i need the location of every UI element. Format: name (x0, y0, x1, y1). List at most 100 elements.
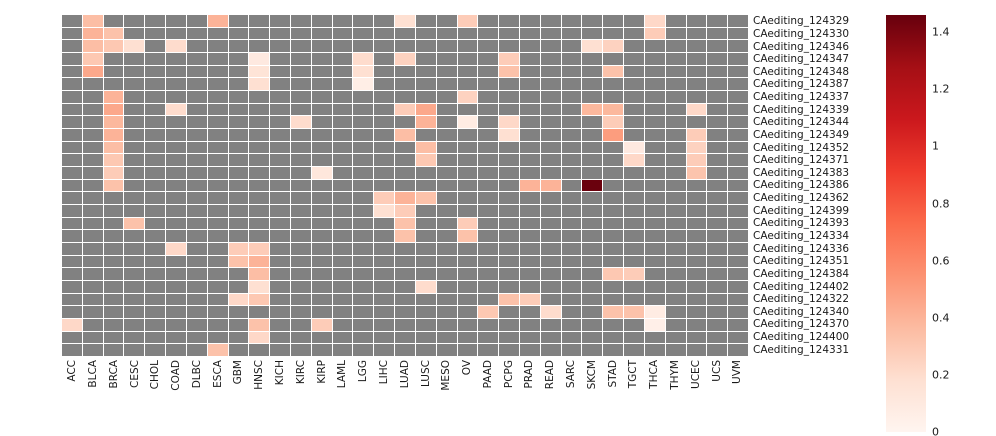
heatmap-cell (624, 91, 644, 103)
heatmap-cell (311, 230, 332, 242)
y-axis-labels: CAediting_124329 CAediting_124330 CAeditin… (753, 15, 888, 356)
heatmap-cell (186, 243, 207, 255)
heatmap-cell (291, 167, 311, 179)
x-tick-label: COAD (170, 360, 183, 391)
heatmap-cell (478, 40, 499, 52)
heatmap-cell (457, 53, 478, 65)
heatmap-cell (62, 217, 82, 230)
heatmap-cell (228, 268, 249, 280)
heatmap-cell (103, 103, 124, 116)
heatmap-cell (520, 319, 540, 331)
heatmap-cell (166, 167, 186, 179)
heatmap-cell (145, 268, 166, 280)
heatmap-cell (311, 27, 332, 40)
heatmap-cell (457, 179, 478, 192)
heatmap-cell (582, 27, 603, 40)
heatmap-cell (166, 205, 186, 217)
heatmap-cell (728, 319, 748, 331)
heatmap-cell (686, 15, 707, 27)
heatmap-cell (415, 293, 436, 306)
heatmap-cell (457, 154, 478, 166)
heatmap-cell (62, 243, 82, 255)
heatmap-cell (499, 319, 519, 331)
heatmap-cell (207, 129, 228, 141)
x-tick-label: GBM (232, 360, 245, 385)
heatmap-cell (207, 205, 228, 217)
heatmap-cell (353, 255, 374, 268)
heatmap-cell (207, 15, 228, 27)
heatmap-cell (582, 319, 603, 331)
heatmap-cell (311, 78, 332, 90)
heatmap-cell (603, 78, 624, 90)
heatmap-cell (124, 331, 145, 344)
heatmap-cell (520, 167, 540, 179)
heatmap-cell (291, 91, 311, 103)
heatmap-cell (291, 331, 311, 344)
heatmap-cell (249, 53, 270, 65)
heatmap-cell (353, 268, 374, 280)
heatmap-cell (353, 91, 374, 103)
heatmap-cell (374, 78, 395, 90)
heatmap-cell (561, 129, 582, 141)
heatmap-cell (624, 205, 644, 217)
heatmap-cell (145, 40, 166, 52)
heatmap-cell (415, 116, 436, 128)
heatmap-cell (644, 53, 665, 65)
heatmap-cell (207, 268, 228, 280)
heatmap-cell (207, 331, 228, 344)
heatmap-cell (228, 293, 249, 306)
heatmap-cell (186, 53, 207, 65)
heatmap-cell (540, 129, 561, 141)
heatmap-cell (520, 40, 540, 52)
heatmap-cell (249, 293, 270, 306)
heatmap-cell (520, 243, 540, 255)
heatmap-cell (603, 255, 624, 268)
heatmap-cell (145, 129, 166, 141)
heatmap-cell (374, 27, 395, 40)
heatmap-cell (561, 192, 582, 204)
heatmap-cell (311, 281, 332, 293)
heatmap-cell (644, 27, 665, 40)
heatmap-cell (644, 205, 665, 217)
heatmap-cell (62, 281, 82, 293)
heatmap-cell (62, 255, 82, 268)
heatmap-cell (665, 306, 686, 318)
heatmap-cell (728, 91, 748, 103)
heatmap-cell (582, 306, 603, 318)
heatmap-cell (478, 65, 499, 78)
heatmap-cell (228, 205, 249, 217)
heatmap-cell (145, 179, 166, 192)
heatmap-cell (395, 141, 415, 154)
heatmap-cell (665, 344, 686, 356)
heatmap-cell (166, 40, 186, 52)
heatmap-cell (270, 331, 290, 344)
heatmap-cell (395, 192, 415, 204)
heatmap-cell (436, 306, 457, 318)
heatmap-cell (624, 192, 644, 204)
heatmap-cell (582, 103, 603, 116)
heatmap-cell (520, 205, 540, 217)
heatmap-cell (291, 27, 311, 40)
heatmap-cell (291, 319, 311, 331)
heatmap-cell (374, 129, 395, 141)
heatmap-cell (249, 91, 270, 103)
heatmap-cell (582, 154, 603, 166)
heatmap-cell (82, 116, 103, 128)
heatmap-cell (62, 331, 82, 344)
heatmap-cell (415, 192, 436, 204)
heatmap-cell (145, 65, 166, 78)
heatmap-cell (728, 116, 748, 128)
x-tick-cell: THYM (665, 360, 686, 434)
heatmap-cell (457, 217, 478, 230)
heatmap-cell (520, 306, 540, 318)
heatmap-cell (353, 65, 374, 78)
x-tick-label: OV (461, 360, 474, 376)
heatmap-cell (124, 141, 145, 154)
heatmap-cell (291, 78, 311, 90)
heatmap-cell (374, 306, 395, 318)
heatmap-cell (332, 78, 353, 90)
heatmap-cell (499, 53, 519, 65)
heatmap-cell (582, 141, 603, 154)
heatmap-cell (332, 344, 353, 356)
heatmap-cell (311, 65, 332, 78)
